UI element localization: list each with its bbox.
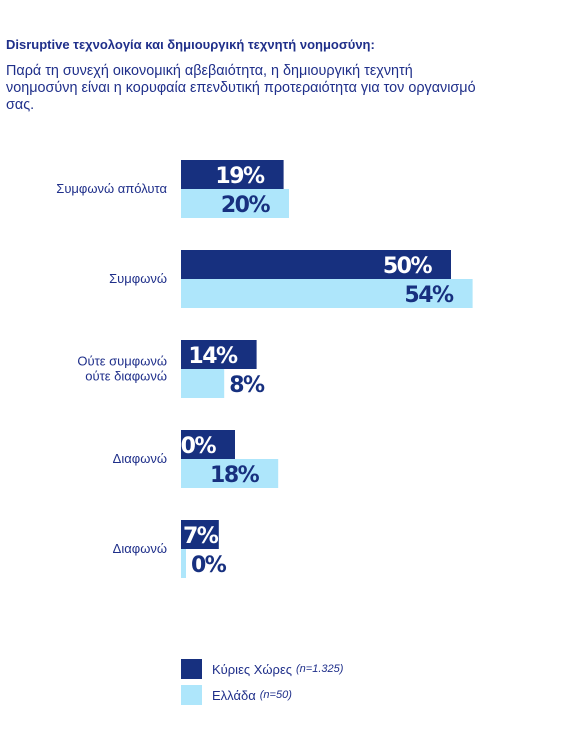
legend-item-greece: Ελλάδα (n=50)	[181, 685, 343, 705]
legend-label-main-countries: Κύριες Χώρες	[212, 661, 293, 677]
bar-greece-disagree	[181, 459, 279, 488]
bar-main-countries-disagree-2	[181, 520, 219, 549]
bar-chart: Συμφωνώ απόλυτα 19% 20% Συμφωνώ 50% 54% Ούτε σ…	[56, 160, 473, 578]
legend-label-greece: Ελλάδα	[212, 687, 256, 703]
category-label-agree: Συμφωνώ	[109, 271, 167, 286]
category-label-strongly-agree: Συμφωνώ απόλυτα	[56, 181, 167, 196]
bar-main-countries-strongly-agree	[181, 160, 284, 189]
legend: Κύριες Χώρες (n=1.325) Ελλάδα (n=50)	[181, 659, 343, 711]
chart-subtitle: Παρά τη συνεχή οικονομική αβεβαιότητα, η…	[6, 63, 476, 113]
value-label-main-countries-neutral: 14%	[188, 344, 238, 369]
bar-main-countries-disagree	[181, 430, 235, 459]
bar-main-countries-agree	[181, 250, 451, 279]
value-label-greece-disagree-2: 0%	[191, 553, 227, 578]
value-label-main-countries-disagree-2: 7%	[183, 524, 219, 549]
value-label-main-countries-strongly-agree: 19%	[215, 164, 265, 189]
category-label-disagree: Διαφωνώ	[113, 451, 167, 466]
value-label-greece-agree: 54%	[404, 283, 454, 308]
value-label-main-countries-disagree: 10%	[167, 434, 217, 459]
value-label-greece-disagree: 18%	[210, 463, 260, 488]
legend-swatch-main-countries	[181, 659, 202, 679]
bar-greece-disagree-2	[181, 549, 186, 578]
legend-item-main-countries: Κύριες Χώρες (n=1.325)	[181, 659, 343, 679]
chart-title: Disruptive τεχνολογία και δημιουργική τε…	[6, 37, 375, 52]
bar-greece-strongly-agree	[181, 189, 289, 218]
legend-note-main-countries: (n=1.325)	[296, 663, 344, 675]
bar-greece-agree	[181, 279, 473, 308]
value-label-greece-neutral: 8%	[229, 373, 265, 398]
bar-main-countries-neutral	[181, 340, 257, 369]
legend-note-greece: (n=50)	[259, 689, 292, 701]
bar-greece-neutral	[181, 369, 225, 398]
legend-swatch-greece	[181, 685, 202, 705]
value-label-main-countries-agree: 50%	[383, 254, 433, 279]
value-label-greece-strongly-agree: 20%	[221, 193, 271, 218]
category-label-disagree-2: Διαφωνώ	[113, 541, 167, 556]
category-label-neutral: Ούτε συμφωνώ ούτε διαφωνώ	[77, 354, 167, 384]
